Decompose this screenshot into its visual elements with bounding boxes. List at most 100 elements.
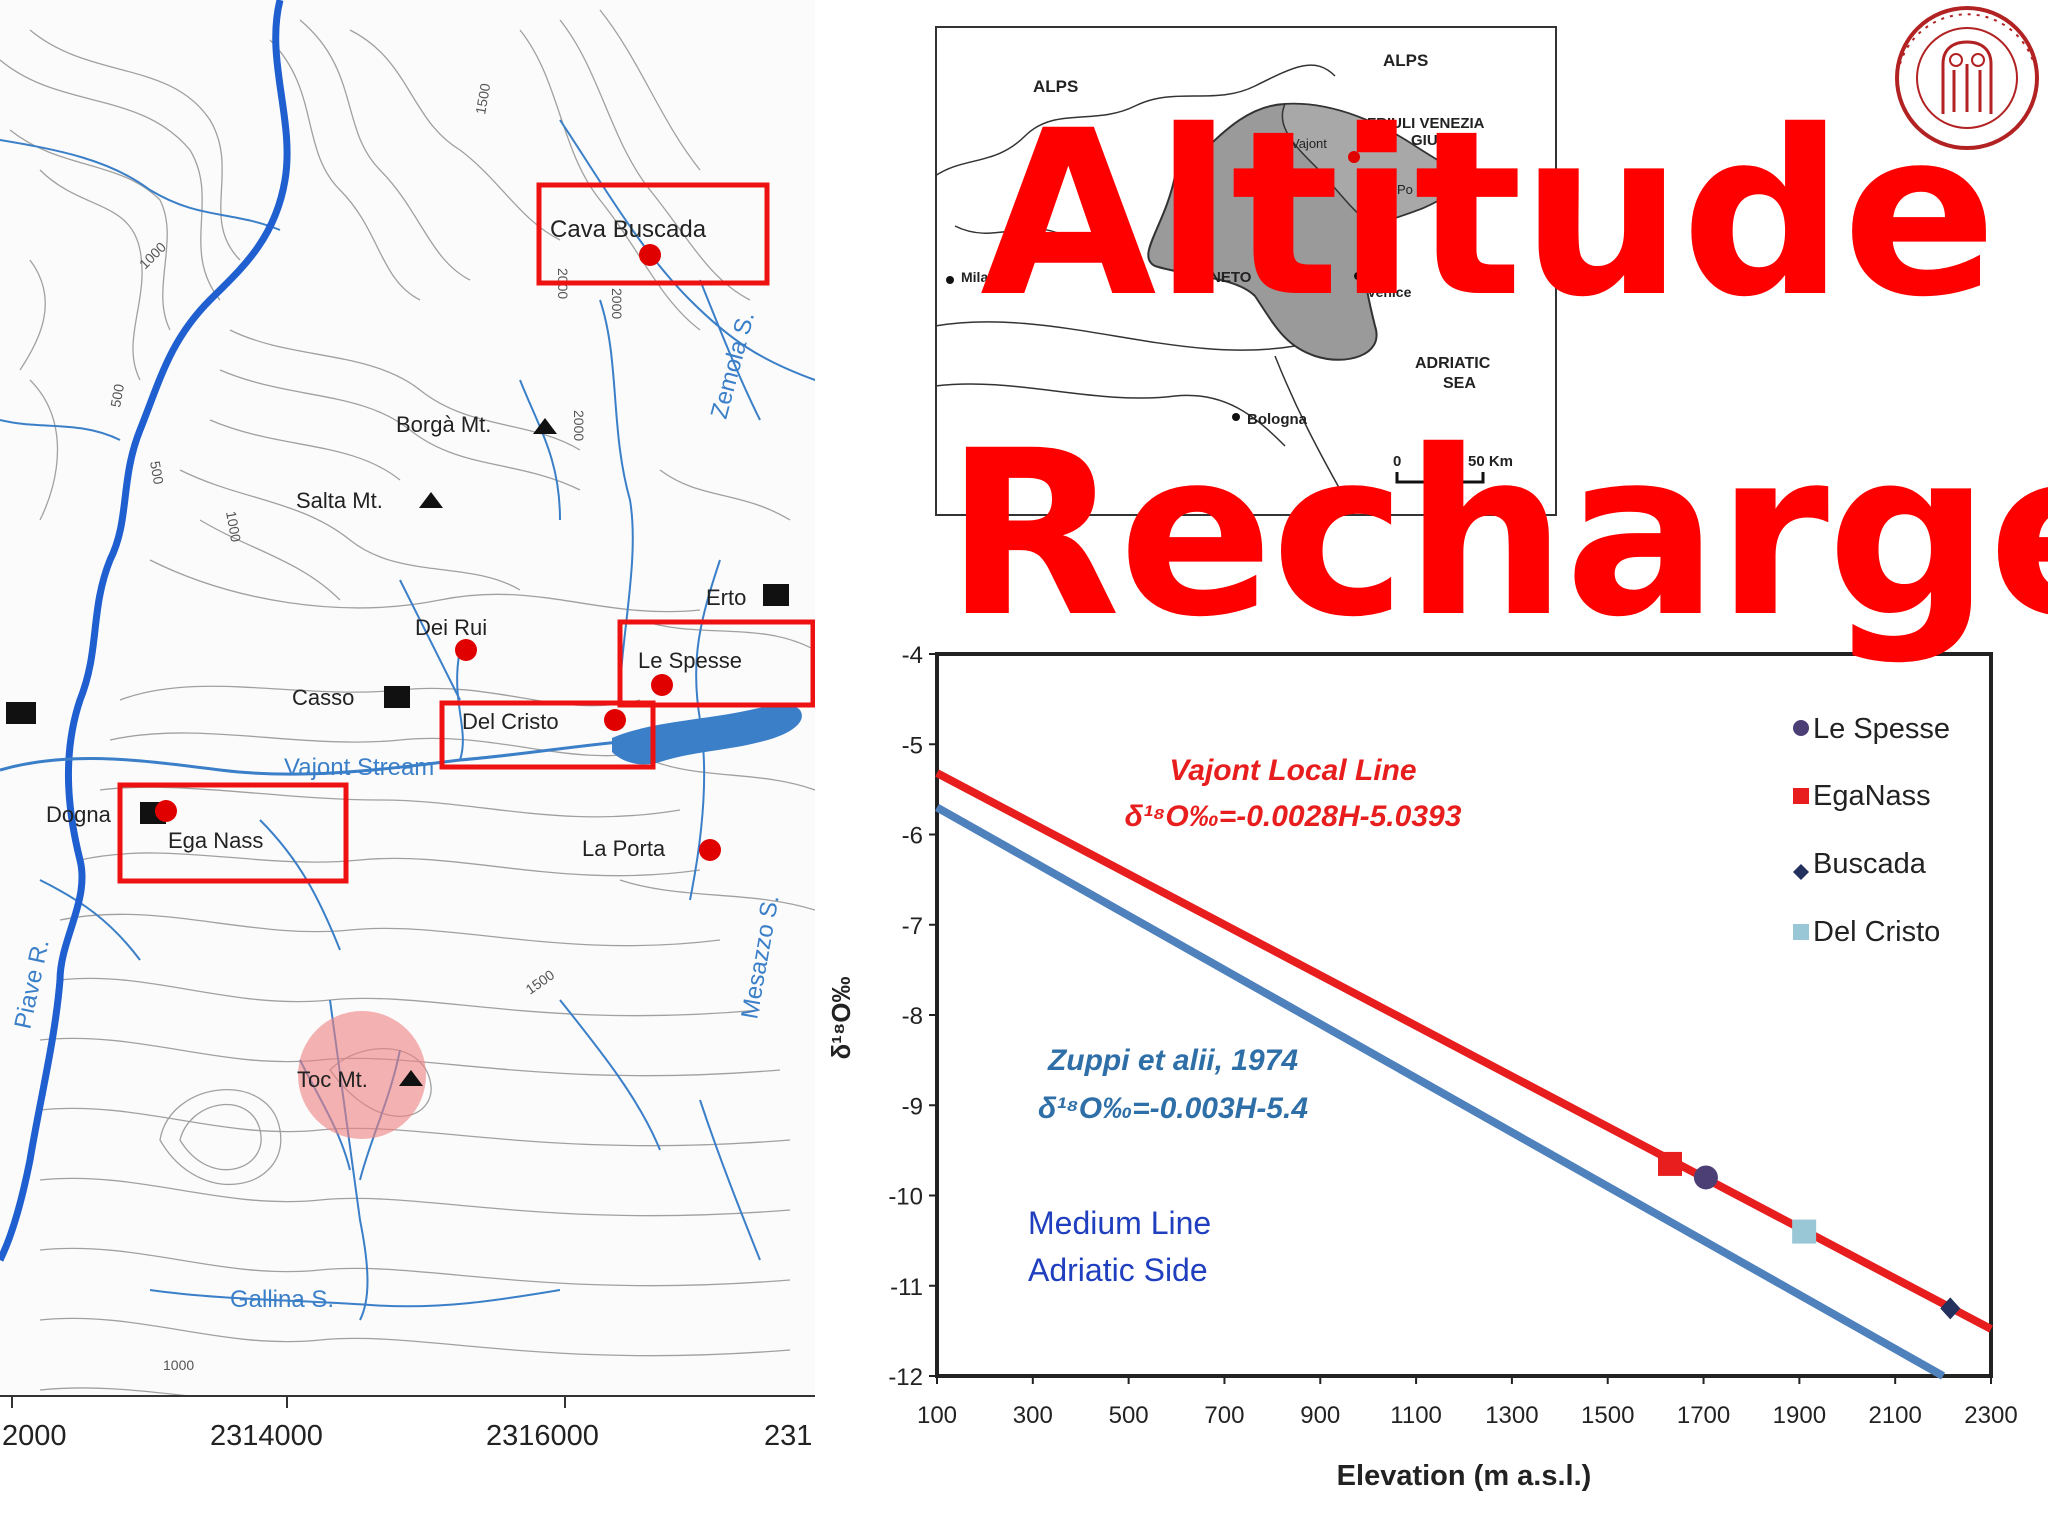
- data-point-buscada: [1940, 1297, 1961, 1320]
- place-del-cristo: Del Cristo: [462, 709, 559, 734]
- legend-marker-del-cristo: [1793, 924, 1809, 940]
- legend-marker-le-spesse: [1793, 720, 1809, 736]
- village-icon: [763, 584, 789, 606]
- legend-label-del-cristo: Del Cristo: [1813, 916, 1940, 948]
- inset-map: ALPS ALPS FRIULI VENEZIA GIULIA Vajont P…: [935, 26, 1557, 516]
- place-salta: Salta Mt.: [296, 488, 383, 513]
- box-ega-nass: [117, 782, 349, 884]
- village-icon: [384, 686, 410, 708]
- sample-point-dei-rui: [455, 639, 477, 661]
- box-del-cristo: [439, 700, 656, 770]
- contour-label: 500: [107, 383, 127, 409]
- y-axis-label: δ¹⁸O‰: [826, 977, 856, 1060]
- place-cava-buscada: Cava Buscada: [550, 216, 707, 243]
- y-tick-label: -8: [902, 1003, 923, 1030]
- x-tick-label: 1700: [1677, 1402, 1730, 1429]
- contour-label: 1500: [472, 82, 493, 116]
- university-seal: [1895, 6, 2039, 150]
- box-cava-buscada: [536, 182, 770, 286]
- map-x-tick: 2316000: [486, 1420, 599, 1452]
- village-icon: [6, 702, 36, 724]
- legend-label-eganass: EgaNass: [1813, 780, 1931, 812]
- contour-label: 1000: [223, 510, 244, 544]
- inset-label-po: Po: [1397, 182, 1413, 197]
- y-tick-label: -4: [902, 642, 923, 669]
- peak-icon: [533, 418, 557, 434]
- x-tick-label: 2300: [1964, 1402, 2017, 1429]
- y-tick-label: -5: [902, 732, 923, 759]
- inset-label-sea: SEA: [1443, 375, 1476, 392]
- legend-label-buscada: Buscada: [1813, 848, 1927, 880]
- line-label-zuppi: Zuppi et alii, 1974: [1047, 1044, 1298, 1077]
- city-marker: [1354, 272, 1362, 280]
- slide-title-line-1: Altitude: [980, 81, 1997, 347]
- inset-label-vajont: Vajont: [1291, 136, 1327, 151]
- inset-label-milan: Milan: [961, 269, 997, 285]
- place-dogna: Dogna: [46, 802, 112, 827]
- city-marker: [1232, 413, 1240, 421]
- line-label-vajont: Vajont Local Line: [1169, 754, 1416, 787]
- inset-label-giulia: GIULIA: [1411, 132, 1462, 149]
- line-equation-zuppi: δ¹⁸O‰=-0.003H-5.4: [1038, 1092, 1308, 1125]
- place-le-spesse: Le Spesse: [638, 648, 742, 673]
- data-point-del-cristo: [1792, 1219, 1817, 1244]
- place-ega-nass: Ega Nass: [168, 828, 263, 853]
- x-tick-label: 2100: [1868, 1402, 1921, 1429]
- plot-area: [935, 652, 1993, 1378]
- inset-label-veneto: VENETO: [1190, 269, 1252, 286]
- x-tick-label: 1900: [1773, 1402, 1826, 1429]
- x-tick-label: 900: [1300, 1402, 1340, 1429]
- sample-point-la-porta: [699, 839, 721, 861]
- annotation-adriatic-side: Adriatic Side: [1028, 1252, 1208, 1288]
- scale-zero: 0: [1393, 453, 1401, 470]
- legend-marker-buscada: [1793, 864, 1809, 880]
- legend-marker-eganass: [1793, 788, 1809, 804]
- annotation-medium-line: Medium Line: [1028, 1205, 1211, 1241]
- label-gallina-stream: Gallina S.: [230, 1286, 334, 1313]
- contour-label: 2000: [609, 288, 625, 319]
- peak-icon: [399, 1070, 423, 1086]
- city-marker: [946, 276, 954, 284]
- place-casso: Casso: [292, 685, 354, 710]
- map-x-tick: 2000: [2, 1420, 67, 1452]
- x-axis-label: Elevation (m a.s.l.): [1337, 1460, 1592, 1492]
- y-tick-label: -10: [888, 1184, 923, 1211]
- place-la-porta: La Porta: [582, 836, 666, 861]
- x-tick-label: 300: [1013, 1402, 1053, 1429]
- y-tick-label: -11: [890, 1274, 923, 1301]
- y-tick-label: -7: [902, 913, 923, 940]
- contour-label: 2000: [571, 410, 587, 441]
- slide-title-line-2: Recharge: [945, 401, 2048, 667]
- data-point-le-spesse: [1693, 1165, 1718, 1190]
- contour-label: 1000: [163, 1357, 194, 1373]
- sample-point-del-cristo: [604, 709, 626, 731]
- sample-point-ega-nass: [155, 800, 177, 822]
- x-tick-label: 1500: [1581, 1402, 1634, 1429]
- map-x-tick: 2314000: [210, 1420, 323, 1452]
- scale-label: 50 Km: [1468, 453, 1513, 470]
- topographic-map: 1500 1000 2000 2000 2000 500 500 1000 15…: [0, 0, 815, 1460]
- x-tick-label: 700: [1204, 1402, 1244, 1429]
- inset-label-venice: Venice: [1367, 284, 1412, 300]
- regression-line-zuppi: [935, 803, 1946, 1380]
- line-equation-vajont: δ¹⁸O‰=-0.0028H-5.0393: [1125, 800, 1462, 833]
- inset-label-adriatic: ADRIATIC: [1415, 355, 1491, 372]
- data-point-eganass: [1658, 1151, 1683, 1176]
- inset-label-bologna: Bologna: [1247, 411, 1308, 428]
- x-tick-label: 1300: [1485, 1402, 1538, 1429]
- x-tick-label: 1100: [1390, 1402, 1442, 1429]
- legend-label-le-spesse: Le Spesse: [1813, 713, 1950, 745]
- y-tick-label: -12: [888, 1364, 923, 1391]
- inset-label-alps: ALPS: [1383, 51, 1428, 70]
- y-tick-label: -6: [902, 823, 923, 850]
- place-toc: Toc Mt.: [297, 1067, 368, 1092]
- inset-label-alps: ALPS: [1033, 77, 1078, 96]
- box-le-spesse: [617, 619, 815, 708]
- contour-label: 500: [147, 460, 167, 486]
- place-borga: Borgà Mt.: [396, 412, 491, 437]
- y-tick-label: -9: [902, 1093, 923, 1120]
- sample-point-cava-buscada: [639, 244, 661, 266]
- place-erto: Erto: [706, 585, 746, 610]
- vajont-location-marker: [1348, 151, 1360, 163]
- place-dei-rui: Dei Rui: [415, 615, 487, 640]
